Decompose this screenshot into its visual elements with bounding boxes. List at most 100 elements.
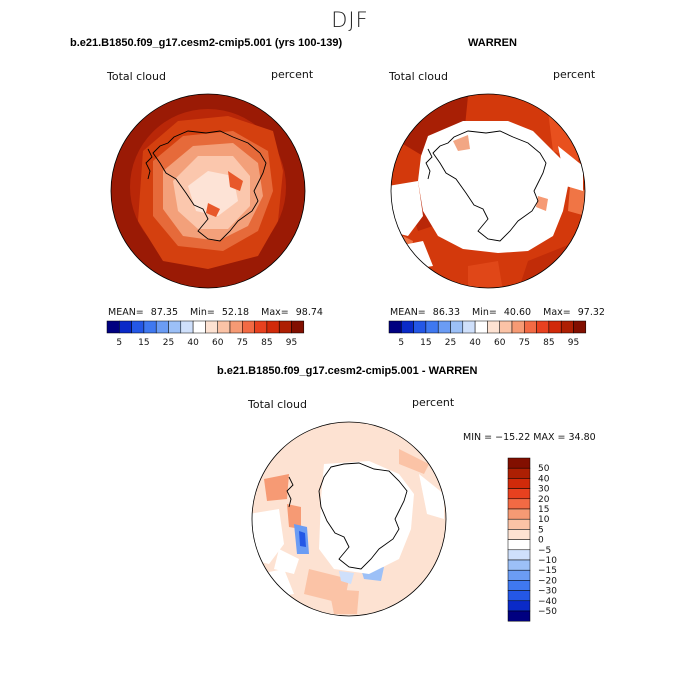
panel2-left-label: Total cloud	[389, 70, 448, 83]
panel1-title: b.e21.B1850.f09_g17.cesm2-cmip5.001 (yrs…	[70, 37, 343, 49]
panel1-map	[110, 93, 306, 289]
panel3-colorbar-swatch	[507, 467, 531, 479]
panel1-colorbar-tick-label: 95	[286, 338, 297, 348]
panel1-colorbar-swatch	[119, 320, 132, 334]
panel1-colorbar-swatch	[254, 320, 268, 334]
panel2-colorbar-swatch	[487, 320, 500, 334]
panel1-colorbar-swatch	[131, 320, 145, 334]
panel3-colorbar-tick-label: −5	[538, 546, 551, 556]
panel3-colorbar-swatch	[507, 559, 531, 571]
panel1-colorbar-swatch	[278, 320, 292, 334]
panel1-colorbar-tick-label: 5	[116, 338, 122, 348]
panel3-units-label: percent	[412, 396, 455, 409]
panel1-colorbar-swatch	[106, 320, 120, 334]
panel2-colorbar-swatch	[511, 320, 525, 334]
panel3-colorbar-swatch	[507, 529, 531, 540]
panel3-colorbar-swatch	[507, 508, 531, 520]
panel2-colorbar-swatch	[474, 320, 488, 334]
panel1-colorbar-swatch	[205, 320, 218, 334]
panel2-map-border	[390, 93, 586, 289]
panel1-colorbar-tick-label: 60	[212, 338, 224, 348]
panel2-colorbar-tick-label: 75	[519, 338, 530, 348]
panel1-colorbar-swatch	[180, 320, 194, 334]
panel3-colorbar-swatch	[507, 539, 531, 551]
panel2-colorbar-swatch	[425, 320, 439, 334]
panel1-colorbar-swatch	[266, 320, 280, 334]
panel1-colorbar-swatch	[229, 320, 243, 334]
panel2-colorbar-swatch	[462, 320, 476, 334]
panel3-colorbar-tick-label: −30	[538, 587, 557, 597]
panel2-colorbar-swatch	[401, 320, 414, 334]
panel2-colorbar-swatch	[548, 320, 562, 334]
panel3-colorbar-swatch	[507, 569, 531, 581]
panel3-colorbar-tick-label: −40	[538, 597, 557, 607]
panel2-units-label: percent	[553, 68, 596, 81]
panel2-colorbar-tick-label: 60	[494, 338, 506, 348]
panel1-colorbar-swatch	[168, 320, 182, 334]
panel1-colorbar-swatch	[143, 320, 157, 334]
panel3-colorbar-swatch	[507, 488, 531, 500]
panel2-colorbar-swatch	[573, 320, 587, 334]
panel3-colorbar-tick-label: 5	[538, 525, 544, 535]
panel2-colorbar-swatch	[536, 320, 550, 334]
panel3-map	[251, 421, 447, 617]
panel1-colorbar-swatch	[291, 320, 305, 334]
panel3-colorbar-tick-label: 50	[538, 464, 550, 474]
panel2-colorbar-swatch	[413, 320, 427, 334]
panel2-colorbar-swatch	[437, 320, 451, 334]
panel3-colorbar-tick-label: 0	[538, 536, 544, 546]
panel2-colorbar-tick-label: 25	[445, 338, 456, 348]
panel2-colorbar-tick-label: 15	[420, 338, 431, 348]
panel1-colorbar-swatch	[217, 320, 231, 334]
panel1-colorbar-swatch	[155, 320, 169, 334]
season-title: DJF	[331, 8, 369, 32]
panel3-map-border	[251, 421, 447, 617]
panel1-map-border	[110, 93, 306, 289]
panel3-colorbar-swatch	[507, 600, 531, 612]
panel2-colorbar-swatch	[388, 320, 402, 334]
panel2-colorbar-tick-label: 40	[469, 338, 481, 348]
panel2-colorbar-swatch	[560, 320, 574, 334]
panel3-antarctica-coastline	[318, 462, 408, 570]
panel1-left-label: Total cloud	[107, 70, 166, 83]
panel2-colorbar-tick-label: 5	[398, 338, 404, 348]
panel1-colorbar-tick-label: 85	[261, 338, 272, 348]
panel2-colorbar-tick-label: 85	[543, 338, 554, 348]
panel3-colorbar-tick-label: −15	[538, 566, 557, 576]
panel3-colorbar-swatch	[507, 478, 531, 489]
panel1-colorbar-tick-label: 40	[187, 338, 199, 348]
panel1-colorbar-swatch	[242, 320, 255, 334]
panel3-colorbar-swatch	[507, 498, 531, 510]
panel1-units-label: percent	[271, 68, 314, 81]
panel2-antarctica-coastline	[432, 130, 547, 242]
panel3-title: b.e21.B1850.f09_g17.cesm2-cmip5.001 - WA…	[217, 365, 478, 377]
panel1-antarctica-coastline	[152, 130, 267, 242]
panel1-colorbar-tick-label: 75	[237, 338, 248, 348]
panel3-colorbar-swatch	[507, 590, 531, 602]
panel2-stats: MEAN= 86.33 Min= 40.60 Max= 97.32	[390, 307, 605, 318]
panel2-title: WARREN	[468, 37, 517, 49]
panel1-colorbar-tick-label: 25	[163, 338, 174, 348]
panel2-map	[390, 93, 586, 289]
panel3-colorbar-tick-label: 20	[538, 495, 550, 505]
panel3-colorbar-swatch	[507, 580, 531, 591]
panel2-colorbar: 5 15 25 40 60 75 85 95	[388, 320, 587, 348]
panel1-colorbar-tick-label: 15	[138, 338, 149, 348]
panel3-colorbar-tick-label: 30	[538, 485, 550, 495]
panel1-colorbar: 5 15 25 40 60 75 85 95	[106, 320, 305, 348]
panel3-stats: MIN = −15.22 MAX = 34.80	[463, 432, 596, 443]
panel3-colorbar-swatch	[507, 518, 531, 530]
panel1-stats: MEAN= 87.35 Min= 52.18 Max= 98.74	[108, 307, 323, 318]
panel3-colorbar-tick-label: 40	[538, 474, 550, 484]
panel1-colorbar-swatch	[192, 320, 206, 334]
panel2-colorbar-tick-label: 95	[568, 338, 579, 348]
panel3-colorbar-tick-label: 15	[538, 505, 549, 515]
panel3-colorbar-tick-label: −50	[538, 607, 557, 617]
panel3-colorbar-swatch	[507, 549, 531, 561]
panel3-colorbar-tick-label: −10	[538, 556, 557, 566]
panel2-colorbar-swatch	[524, 320, 537, 334]
panel3-colorbar-swatch	[507, 457, 531, 469]
panel3-colorbar-tick-label: −20	[538, 576, 557, 586]
panel2-colorbar-swatch	[499, 320, 513, 334]
